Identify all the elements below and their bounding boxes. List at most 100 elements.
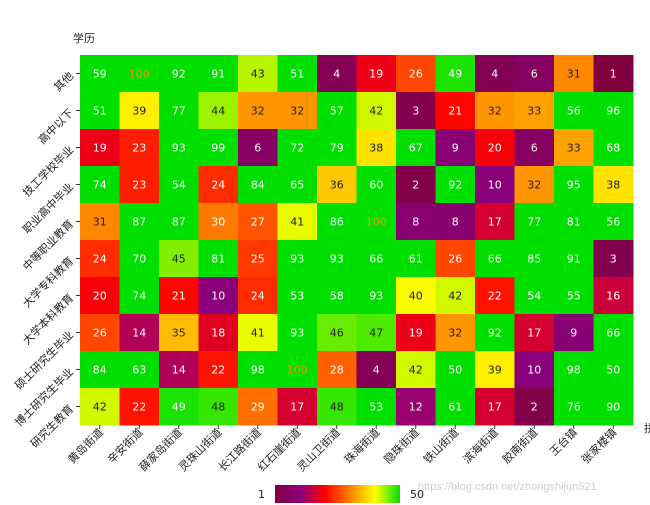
heatmap-cell bbox=[317, 388, 357, 426]
heatmap-cell bbox=[554, 240, 594, 278]
heatmap-cell bbox=[80, 55, 120, 93]
heatmap-cell bbox=[277, 277, 318, 315]
cell-value-label: 36 bbox=[330, 179, 344, 192]
y-axis-title: 学历 bbox=[73, 32, 95, 45]
heatmap-cell bbox=[198, 388, 239, 426]
heatmap-cell bbox=[435, 388, 476, 426]
cell-value-label: 8 bbox=[452, 216, 459, 229]
heatmap-cell bbox=[238, 277, 278, 315]
cell-value-label: 21 bbox=[172, 290, 186, 303]
cell-value-label: 51 bbox=[290, 68, 304, 81]
x-tick-label: 铁山街道 bbox=[420, 425, 461, 466]
cell-value-label: 4 bbox=[373, 364, 380, 377]
x-tick-label: 滨海街道 bbox=[460, 425, 501, 466]
cell-value-label: 6 bbox=[531, 142, 538, 155]
heatmap-cell bbox=[198, 55, 239, 93]
x-tick-label: 王台镇 bbox=[547, 425, 580, 458]
cell-value-label: 6 bbox=[254, 142, 261, 155]
cell-value-label: 81 bbox=[211, 253, 225, 266]
heatmap-cell bbox=[159, 166, 199, 204]
heatmap-cell bbox=[119, 388, 160, 426]
cell-value-label: 3 bbox=[610, 253, 617, 266]
cell-value-label: 39 bbox=[132, 105, 146, 118]
heatmap-cell bbox=[593, 314, 634, 352]
heatmap-cell bbox=[396, 92, 436, 130]
heatmap-cell bbox=[356, 351, 397, 389]
cell-value-label: 19 bbox=[93, 142, 107, 155]
cell-value-label: 54 bbox=[172, 179, 186, 192]
cell-value-label: 41 bbox=[251, 327, 265, 340]
cell-value-label: 14 bbox=[132, 327, 146, 340]
cell-value-label: 24 bbox=[251, 290, 265, 303]
cell-value-label: 56 bbox=[567, 105, 581, 118]
heatmap-cell bbox=[356, 388, 397, 426]
cell-value-label: 14 bbox=[172, 364, 186, 377]
cell-value-label: 100 bbox=[366, 216, 387, 229]
heatmap-cell bbox=[435, 351, 476, 389]
cell-value-label: 98 bbox=[251, 364, 265, 377]
heatmap-cell bbox=[396, 388, 436, 426]
heatmap-cell bbox=[238, 129, 278, 167]
heatmap-cell bbox=[159, 129, 199, 167]
cell-value-label: 25 bbox=[251, 253, 265, 266]
x-tick-label: 辛安街道 bbox=[104, 425, 145, 466]
cell-value-label: 38 bbox=[369, 142, 383, 155]
heatmap-cell bbox=[238, 314, 278, 352]
heatmap-cell bbox=[554, 129, 594, 167]
cell-value-label: 61 bbox=[448, 401, 462, 414]
cell-value-label: 4 bbox=[333, 68, 340, 81]
heatmap-cell bbox=[356, 277, 397, 315]
cell-value-label: 60 bbox=[369, 179, 383, 192]
heatmap-cell bbox=[396, 203, 436, 241]
cell-value-label: 50 bbox=[606, 364, 620, 377]
heatmap-cell bbox=[159, 388, 199, 426]
heatmap-cell bbox=[435, 92, 476, 130]
heatmap-cell bbox=[80, 129, 120, 167]
heatmap-cell bbox=[475, 203, 515, 241]
cell-value-label: 8 bbox=[412, 216, 419, 229]
heatmap-cell bbox=[119, 129, 160, 167]
cell-value-label: 44 bbox=[211, 105, 225, 118]
cell-value-label: 49 bbox=[172, 401, 186, 414]
heatmap-cell bbox=[514, 351, 555, 389]
x-axis-title: 拼 bbox=[644, 422, 650, 435]
heatmap-cell bbox=[198, 314, 239, 352]
heatmap-cell bbox=[435, 129, 476, 167]
cell-value-label: 63 bbox=[132, 364, 146, 377]
heatmap-cell bbox=[514, 240, 555, 278]
cell-value-label: 38 bbox=[606, 179, 620, 192]
cell-value-label: 42 bbox=[369, 105, 383, 118]
x-tick-label: 黄岛街道 bbox=[65, 425, 106, 466]
heatmap-cell bbox=[238, 240, 278, 278]
x-tick-label: 胶南街道 bbox=[499, 425, 540, 466]
heatmap-cell bbox=[119, 92, 160, 130]
heatmap-cell bbox=[159, 92, 199, 130]
watermark: https://blog.csdn.net/zhongshijun521 bbox=[418, 481, 597, 493]
cell-value-label: 76 bbox=[567, 401, 581, 414]
cell-value-label: 19 bbox=[369, 68, 383, 81]
heatmap-cell bbox=[277, 314, 318, 352]
cell-value-label: 4 bbox=[491, 68, 498, 81]
cell-value-label: 26 bbox=[448, 253, 462, 266]
cell-value-label: 45 bbox=[172, 253, 186, 266]
heatmap-cell bbox=[317, 314, 357, 352]
y-tick-label: 其他 bbox=[51, 69, 76, 94]
cell-value-label: 93 bbox=[369, 290, 383, 303]
heatmap-cell bbox=[593, 166, 634, 204]
cell-value-label: 32 bbox=[527, 179, 541, 192]
heatmap-cell bbox=[277, 351, 318, 389]
heatmap-cell bbox=[514, 314, 555, 352]
cell-value-label: 61 bbox=[409, 253, 423, 266]
heatmap-cell bbox=[593, 203, 634, 241]
heatmap-cell bbox=[317, 277, 357, 315]
heatmap-cell bbox=[198, 203, 239, 241]
cell-value-label: 70 bbox=[132, 253, 146, 266]
cell-value-label: 66 bbox=[369, 253, 383, 266]
heatmap-cell bbox=[159, 203, 199, 241]
cell-value-label: 30 bbox=[211, 216, 225, 229]
cell-value-label: 100 bbox=[129, 68, 150, 81]
cell-value-label: 79 bbox=[330, 142, 344, 155]
heatmap-cell bbox=[238, 92, 278, 130]
heatmap-cell bbox=[396, 166, 436, 204]
